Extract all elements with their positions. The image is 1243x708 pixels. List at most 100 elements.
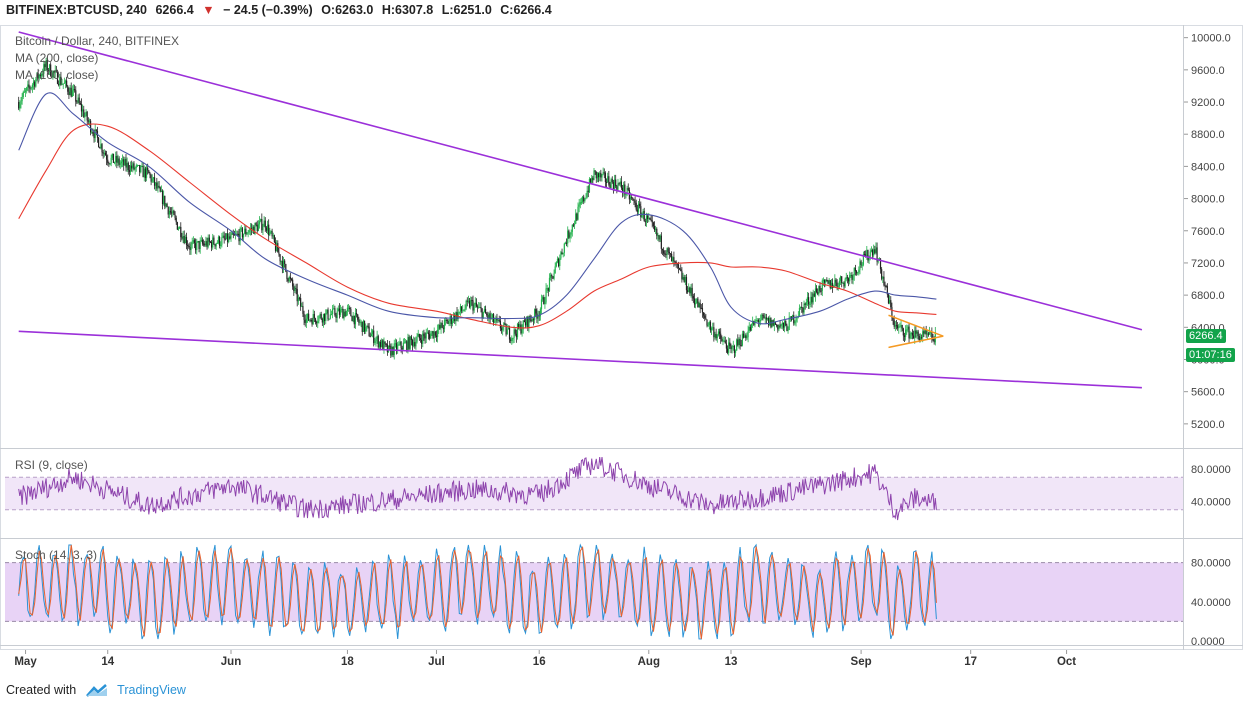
candle-body: [159, 187, 161, 192]
candle-body: [398, 344, 400, 346]
candle-body: [552, 276, 554, 279]
candle-body: [284, 260, 286, 264]
candle-body: [224, 238, 226, 240]
candle-body: [286, 271, 288, 279]
candle-body: [70, 87, 72, 97]
candle-body: [232, 232, 234, 235]
candle-body: [627, 187, 629, 191]
candle-body: [702, 312, 705, 316]
candle-body: [545, 288, 547, 303]
candle-body: [180, 226, 182, 238]
candle-body: [350, 309, 352, 317]
candle-body: [554, 266, 556, 274]
candle-body: [894, 325, 896, 327]
candle-body: [93, 133, 95, 139]
candle-body: [892, 317, 894, 321]
candle-body: [648, 218, 650, 220]
candle-body: [593, 170, 595, 181]
candle-body: [923, 331, 925, 334]
candle-body: [54, 70, 56, 73]
candle-body: [878, 258, 880, 261]
candle-body: [755, 320, 757, 322]
candle-body: [349, 307, 351, 310]
candle-body: [594, 170, 596, 172]
candle-body: [803, 303, 805, 313]
candle-body: [507, 328, 509, 330]
candle-body: [258, 221, 261, 225]
candle-body: [615, 179, 617, 187]
candle-body: [296, 289, 298, 302]
candle-body: [841, 276, 843, 284]
candle-body: [918, 336, 920, 342]
price-tick-label: 5200.0: [1191, 419, 1225, 431]
candle-body: [370, 333, 373, 337]
candle-body: [526, 316, 528, 326]
price-tick-label: 9600.0: [1191, 65, 1225, 77]
candle-body: [417, 333, 419, 337]
tradingview-logo-icon[interactable]: [85, 684, 108, 698]
candle-body: [644, 221, 646, 223]
candle-body: [326, 309, 328, 314]
stoch-tick-label: 0.0000: [1191, 636, 1225, 648]
candle-body: [624, 184, 626, 195]
candle-body: [256, 224, 258, 232]
candle-body: [488, 313, 490, 319]
candle-body: [156, 182, 158, 189]
price-tick-label: 7600.0: [1191, 226, 1225, 238]
stoch-tick-label: 80.0000: [1191, 558, 1231, 570]
candle-body: [666, 248, 668, 255]
candle-body: [785, 321, 787, 326]
ma100-legend[interactable]: MA (100, close): [15, 68, 99, 82]
upper-trendline: [18, 31, 1143, 331]
candle-body: [90, 120, 92, 133]
candle-body: [394, 343, 396, 345]
triangle-upper-line: [888, 314, 944, 337]
candle-body: [494, 321, 496, 323]
candle-body: [562, 252, 564, 255]
candle-body: [121, 159, 124, 162]
candle-body: [441, 323, 443, 328]
candle-body: [914, 330, 916, 339]
candle-body: [798, 307, 801, 316]
candle-body: [903, 335, 906, 337]
candle-body: [927, 333, 930, 335]
candle-body: [248, 230, 250, 233]
chart-title: Bitcoin / Dollar, 240, BITFINEX: [15, 34, 180, 48]
candle-body: [341, 308, 343, 310]
candle-body: [820, 290, 822, 292]
candle-body: [301, 306, 303, 308]
candle-body: [800, 306, 802, 308]
candle-body: [421, 339, 423, 344]
candle-body: [330, 314, 333, 316]
rsi-legend[interactable]: RSI (9, close): [15, 458, 88, 472]
candle-body: [804, 303, 806, 306]
candle-body: [440, 323, 442, 329]
candle-body: [850, 274, 852, 276]
candle-body: [926, 333, 928, 335]
candle-body: [378, 342, 381, 348]
candle-body: [689, 287, 691, 294]
candle-body: [530, 319, 532, 321]
candle-body: [705, 318, 707, 320]
candle-body: [449, 316, 451, 322]
candle-body: [217, 236, 220, 243]
candle-body: [738, 338, 740, 345]
candle-body: [134, 167, 136, 170]
candle-body: [66, 80, 68, 87]
candle-body: [200, 239, 202, 241]
candle-body: [481, 308, 483, 319]
candle-body: [74, 89, 76, 91]
ma200-legend[interactable]: MA (200, close): [15, 51, 99, 65]
time-tick-label: 17: [964, 656, 977, 668]
symbol-name[interactable]: BITFINEX:BTCUSD, 240: [6, 3, 147, 17]
candle-body: [143, 168, 145, 178]
candle-body: [365, 326, 367, 332]
candle-body: [359, 322, 361, 324]
tradingview-link[interactable]: TradingView: [117, 683, 186, 697]
candle-body: [476, 306, 479, 308]
stoch-legend[interactable]: Stoch (14, 3, 3): [15, 548, 98, 562]
candle-body: [88, 120, 91, 122]
candle-body: [846, 277, 849, 279]
